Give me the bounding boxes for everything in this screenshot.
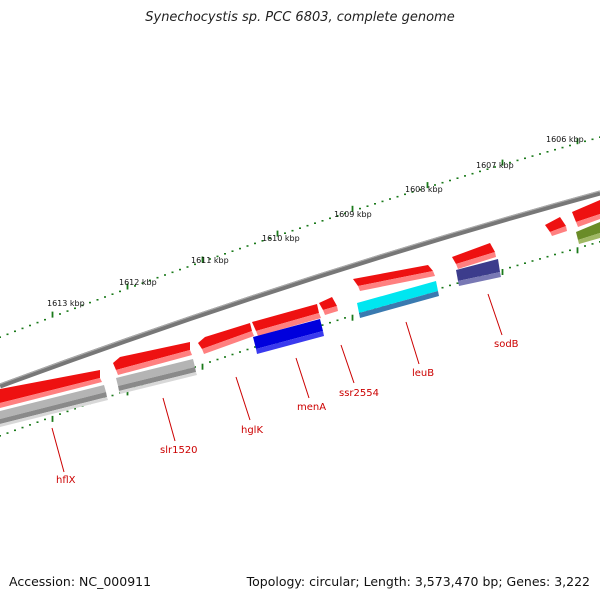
gene-label-leuB: leuB [412, 368, 434, 379]
feature-blue-menA [253, 319, 324, 354]
leader-hflX [51, 427, 65, 473]
scale-label-1609: 1609 kbp [334, 210, 372, 219]
feature-ssr2554 [319, 297, 338, 315]
gene-labels: hflX slr1520 hglK menA ssr2554 leuB sodB [56, 339, 519, 486]
gene-label-ssr2554: ssr2554 [339, 388, 379, 399]
feature-hflX [0, 370, 102, 408]
gene-label-slr1520: slr1520 [160, 445, 198, 456]
scale-label-1608: 1608 kbp [405, 185, 443, 194]
forward-features [0, 200, 600, 408]
outer-scale-ticks [0, 136, 600, 338]
scale-label-1610: 1610 kbp [262, 234, 300, 243]
topology-text: Topology: circular; Length: 3,573,470 bp… [246, 574, 590, 589]
leader-leuB [405, 321, 420, 365]
feature-gray-left [0, 385, 108, 427]
feature-edge-right [572, 200, 600, 227]
map-title: Synechocystis sp. PCC 6803, complete gen… [145, 10, 455, 25]
reverse-features [0, 222, 600, 427]
feature-olive-edge [576, 222, 600, 244]
gene-label-hglK: hglK [241, 425, 263, 436]
accession-text: Accession: NC_000911 [9, 574, 152, 589]
scale-label-1607: 1607 kbp [476, 161, 514, 170]
feature-hglK [198, 323, 254, 354]
feature-sodB [452, 243, 496, 269]
gene-leaders [51, 293, 503, 473]
scale-label-1613: 1613 kbp [47, 299, 85, 308]
feature-menA [252, 304, 321, 336]
scale-labels: 1613 kbp 1612 kbp 1611 kbp 1610 kbp 1609… [47, 135, 584, 308]
feature-leuB [353, 265, 435, 291]
leader-ssr2554 [340, 344, 355, 384]
feature-purple-sodB [456, 259, 501, 286]
scale-label-1611: 1611 kbp [191, 256, 229, 265]
leader-hglK [235, 376, 251, 421]
genome-backbone [0, 190, 600, 389]
gene-label-hflX: hflX [56, 475, 76, 486]
feature-small-right [545, 217, 567, 236]
leader-slr1520 [162, 397, 176, 442]
scale-label-1606: 1606 kbp [546, 135, 584, 144]
scale-label-1612: 1612 kbp [119, 278, 157, 287]
gene-label-sodB: sodB [494, 339, 519, 350]
gene-label-menA: menA [297, 402, 326, 413]
feature-gray-slr1520 [116, 359, 197, 394]
feature-slr1520 [113, 342, 192, 375]
feature-cyan-leuB [357, 281, 439, 318]
leader-menA [295, 357, 310, 399]
leader-sodB [487, 293, 503, 336]
